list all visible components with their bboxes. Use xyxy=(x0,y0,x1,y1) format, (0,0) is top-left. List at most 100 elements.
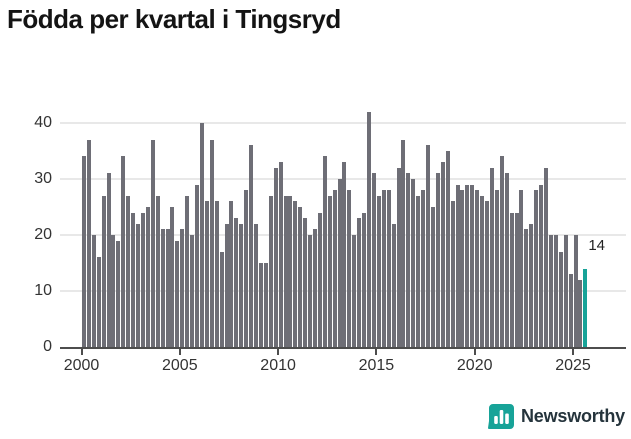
bar xyxy=(480,195,485,347)
x-axis-tick xyxy=(80,349,83,355)
bar xyxy=(234,218,239,347)
bar xyxy=(244,190,249,347)
bar xyxy=(357,218,362,347)
bar xyxy=(470,184,475,347)
bar xyxy=(224,223,229,347)
bar xyxy=(136,223,141,347)
bar xyxy=(332,190,337,347)
bar xyxy=(308,234,313,347)
bar xyxy=(568,274,573,347)
bar xyxy=(391,223,396,347)
bar xyxy=(175,240,180,347)
bar xyxy=(534,190,539,347)
bar xyxy=(362,212,367,347)
bar xyxy=(190,234,195,347)
newsworthy-wordmark: Newsworthy xyxy=(520,406,625,426)
bar xyxy=(239,223,244,347)
bar xyxy=(283,195,288,347)
gridline xyxy=(60,121,626,124)
bar xyxy=(475,190,480,347)
bar xyxy=(544,167,548,347)
bar xyxy=(199,122,204,347)
bar xyxy=(529,223,534,347)
x-axis-tick xyxy=(178,349,181,355)
x-axis-tick xyxy=(277,349,280,355)
x-axis-line xyxy=(60,347,626,349)
x-axis-tick-label: 2020 xyxy=(456,357,493,374)
bar xyxy=(214,201,219,347)
bar xyxy=(313,229,317,347)
bar xyxy=(273,167,278,347)
chart-title: Födda per kvartal i Tingsryd xyxy=(7,4,341,34)
bar xyxy=(386,190,391,347)
bar xyxy=(180,229,185,347)
bar xyxy=(155,195,160,347)
bar xyxy=(140,212,145,347)
bar xyxy=(450,201,455,347)
x-axis-tick xyxy=(572,349,574,355)
bar xyxy=(381,190,386,347)
bar xyxy=(82,156,86,347)
bar xyxy=(367,111,372,347)
x-axis-tick-label: 2000 xyxy=(63,357,100,374)
bar xyxy=(342,162,347,347)
bar xyxy=(106,173,111,347)
bar xyxy=(514,212,519,347)
bar xyxy=(121,156,126,347)
bar xyxy=(563,234,568,347)
bar xyxy=(485,201,490,347)
bar xyxy=(185,195,190,347)
bar xyxy=(435,173,440,347)
bar xyxy=(91,234,96,347)
bar xyxy=(504,173,509,347)
bar xyxy=(440,162,445,347)
bar xyxy=(96,257,101,347)
bar xyxy=(327,195,332,347)
bar xyxy=(494,190,499,347)
bar xyxy=(352,234,357,347)
bar xyxy=(411,178,416,347)
bar xyxy=(288,195,293,347)
bar xyxy=(553,234,558,347)
bar xyxy=(101,195,106,347)
bar xyxy=(445,150,450,347)
bar xyxy=(460,190,465,347)
bar xyxy=(347,190,352,347)
bar xyxy=(421,190,426,347)
bar xyxy=(548,234,553,347)
y-axis-tick-label: 30 xyxy=(34,169,52,187)
y-axis-tick-label: 40 xyxy=(34,113,52,131)
bar xyxy=(111,234,116,347)
bar xyxy=(430,206,435,347)
bar xyxy=(86,139,91,347)
bar xyxy=(539,184,544,347)
bar xyxy=(573,234,578,347)
bar xyxy=(465,184,470,347)
bar xyxy=(219,251,224,347)
bar xyxy=(150,139,155,347)
y-axis-tick-label: 10 xyxy=(34,281,52,299)
bar xyxy=(337,178,342,347)
newsworthy-logo: Newsworthy xyxy=(487,403,625,430)
bar xyxy=(317,212,322,347)
bar xyxy=(249,145,254,347)
bar xyxy=(293,201,298,347)
bar xyxy=(578,279,583,347)
x-axis-tick xyxy=(375,349,378,355)
newsworthy-speech-bubble-bars-icon xyxy=(487,403,515,430)
x-axis-tick-label: 2015 xyxy=(358,357,395,374)
bar xyxy=(263,262,268,347)
bar xyxy=(426,145,431,347)
bar xyxy=(160,229,165,347)
bar xyxy=(396,167,401,347)
bar xyxy=(489,167,494,347)
bar xyxy=(116,240,121,347)
bar xyxy=(406,173,411,347)
bar xyxy=(455,184,460,347)
y-axis-tick-label: 0 xyxy=(43,338,52,355)
bar xyxy=(499,156,504,347)
x-axis-tick-label: 2025 xyxy=(555,357,591,374)
bar xyxy=(145,206,150,347)
